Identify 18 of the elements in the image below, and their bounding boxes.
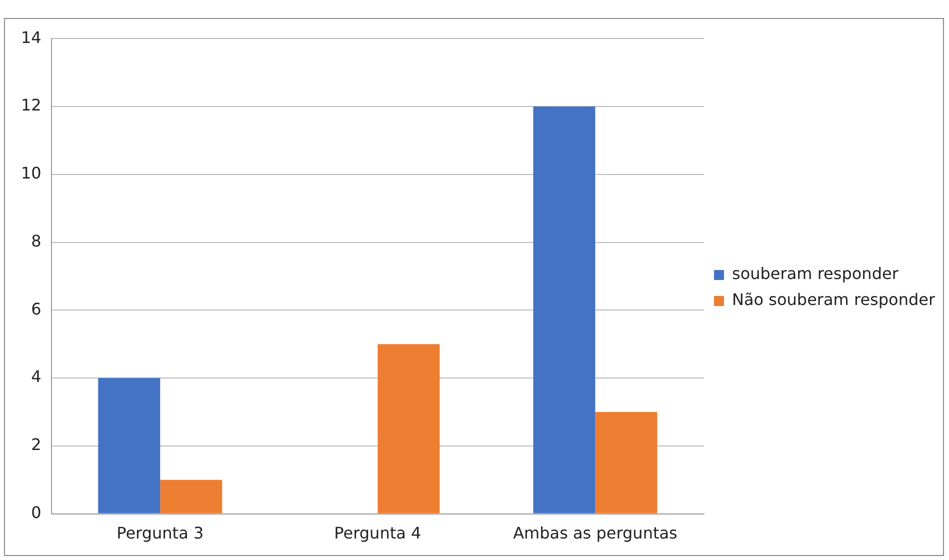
- bar: [595, 412, 658, 514]
- bar: [98, 378, 160, 514]
- legend-label: souberam responder: [732, 264, 899, 284]
- x-tick-label: Ambas as perguntas: [513, 524, 678, 543]
- y-tick-label: 14: [21, 28, 42, 47]
- y-tick-label: 2: [31, 435, 42, 454]
- y-tick-label: 6: [31, 299, 42, 318]
- bar: [378, 344, 440, 514]
- x-tick-label: Pergunta 4: [334, 524, 422, 543]
- bar: [533, 106, 596, 514]
- y-tick-label: 8: [31, 231, 42, 250]
- y-tick-label: 0: [31, 502, 42, 522]
- y-tick-label: 4: [31, 367, 42, 386]
- bar: [160, 480, 222, 514]
- y-tick-label: 12: [21, 96, 42, 115]
- x-tick-label: Pergunta 3: [116, 524, 204, 543]
- legend-label: Não souberam responder: [732, 290, 936, 310]
- y-tick-label: 10: [21, 164, 42, 183]
